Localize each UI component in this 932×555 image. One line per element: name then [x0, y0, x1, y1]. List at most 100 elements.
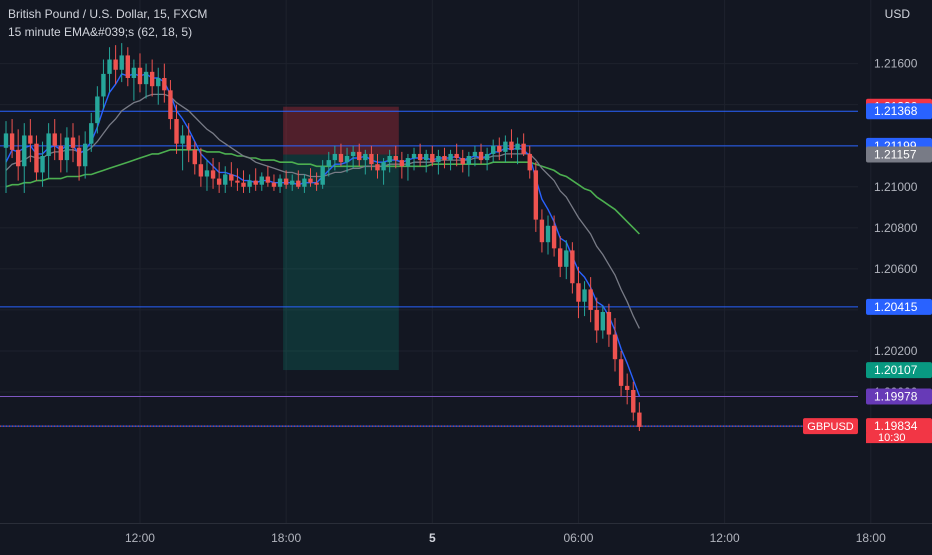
price-label-box[interactable]	[866, 418, 932, 435]
candle-body[interactable]	[533, 170, 539, 220]
candle-body[interactable]	[131, 67, 137, 78]
candle-body[interactable]	[460, 158, 465, 165]
candle-body[interactable]	[369, 153, 374, 165]
candle-body[interactable]	[89, 123, 94, 144]
candle-body[interactable]	[265, 176, 271, 183]
candle-body[interactable]	[192, 149, 197, 165]
candle-body[interactable]	[606, 311, 612, 335]
candle-body[interactable]	[411, 153, 417, 159]
candle-body[interactable]	[302, 178, 307, 187]
candle-body[interactable]	[570, 250, 575, 284]
candle-body[interactable]	[95, 96, 100, 124]
candle-body[interactable]	[350, 151, 356, 156]
candle-body[interactable]	[393, 155, 398, 161]
candle-body[interactable]	[143, 71, 149, 85]
candle-body[interactable]	[375, 164, 380, 171]
candle-body[interactable]	[320, 166, 325, 185]
candle-body[interactable]	[424, 153, 429, 161]
candle-body[interactable]	[381, 162, 386, 171]
candle-body[interactable]	[497, 145, 502, 152]
price-label-box[interactable]	[866, 298, 932, 315]
candle-body[interactable]	[582, 289, 587, 302]
candle-body[interactable]	[137, 67, 143, 85]
candle-body[interactable]	[58, 145, 64, 161]
candle-body[interactable]	[484, 153, 490, 161]
candle-body[interactable]	[198, 164, 204, 177]
candle-body[interactable]	[436, 155, 441, 163]
candle-body[interactable]	[113, 59, 118, 70]
candle-body[interactable]	[168, 90, 173, 120]
candle-body[interactable]	[241, 182, 246, 187]
candle-body[interactable]	[149, 71, 155, 87]
candle-body[interactable]	[357, 151, 362, 161]
candle-body[interactable]	[338, 153, 344, 163]
candle-body[interactable]	[588, 289, 593, 310]
candle-body[interactable]	[594, 309, 599, 331]
candle-body[interactable]	[637, 412, 642, 427]
candle-body[interactable]	[223, 174, 228, 185]
candle-body[interactable]	[551, 225, 557, 249]
candle-body[interactable]	[34, 143, 39, 173]
candle-body[interactable]	[466, 155, 472, 165]
candle-body[interactable]	[363, 153, 368, 161]
position-target-zone[interactable]	[283, 154, 399, 371]
candle-body[interactable]	[9, 133, 15, 150]
candle-body[interactable]	[503, 141, 508, 152]
candle-body[interactable]	[314, 182, 319, 185]
candle-body[interactable]	[472, 151, 478, 156]
candle-body[interactable]	[70, 137, 76, 148]
candle-body[interactable]	[15, 149, 21, 167]
candle-body[interactable]	[430, 153, 435, 163]
candle-body[interactable]	[247, 180, 252, 187]
candle-body[interactable]	[107, 59, 112, 74]
candle-body[interactable]	[618, 359, 624, 386]
candle-body[interactable]	[405, 158, 411, 167]
candle-body[interactable]	[3, 133, 9, 148]
price-label-box[interactable]	[866, 103, 932, 120]
candle-body[interactable]	[454, 153, 459, 159]
candle-body[interactable]	[180, 135, 185, 144]
candle-body[interactable]	[557, 248, 563, 267]
candle-body[interactable]	[326, 160, 331, 167]
candle-body[interactable]	[576, 283, 581, 302]
candle-body[interactable]	[76, 147, 82, 167]
candle-body[interactable]	[229, 174, 234, 181]
candle-body[interactable]	[539, 219, 545, 243]
candle-body[interactable]	[235, 180, 240, 183]
candle-body[interactable]	[332, 153, 338, 161]
candle-body[interactable]	[399, 160, 405, 167]
candle-body[interactable]	[101, 73, 106, 97]
candle-body[interactable]	[156, 77, 161, 87]
candle-body[interactable]	[612, 334, 618, 360]
candle-body[interactable]	[210, 170, 216, 179]
candle-body[interactable]	[174, 119, 179, 144]
candle-body[interactable]	[624, 385, 630, 390]
price-label-box[interactable]	[866, 146, 932, 163]
candle-body[interactable]	[387, 155, 392, 163]
candle-body[interactable]	[290, 180, 295, 185]
candle-body[interactable]	[119, 55, 124, 70]
candle-body[interactable]	[271, 182, 277, 187]
candle-body[interactable]	[509, 141, 514, 150]
candle-body[interactable]	[442, 155, 447, 161]
candle-body[interactable]	[64, 137, 70, 161]
candle-body[interactable]	[204, 170, 210, 177]
candle-body[interactable]	[283, 178, 289, 185]
candle-body[interactable]	[186, 135, 191, 150]
candle-body[interactable]	[40, 155, 45, 173]
candle-body[interactable]	[28, 135, 33, 144]
candle-body[interactable]	[515, 143, 520, 150]
candle-body[interactable]	[259, 176, 264, 185]
candle-body[interactable]	[600, 311, 606, 331]
candle-body[interactable]	[162, 77, 167, 91]
candle-body[interactable]	[82, 143, 88, 167]
candle-body[interactable]	[491, 145, 496, 154]
candle-body[interactable]	[344, 155, 350, 163]
candle-body[interactable]	[521, 143, 526, 154]
candle-body[interactable]	[46, 133, 51, 156]
candle-body[interactable]	[277, 178, 283, 187]
candle-body[interactable]	[631, 389, 636, 413]
candle-body[interactable]	[22, 135, 27, 167]
